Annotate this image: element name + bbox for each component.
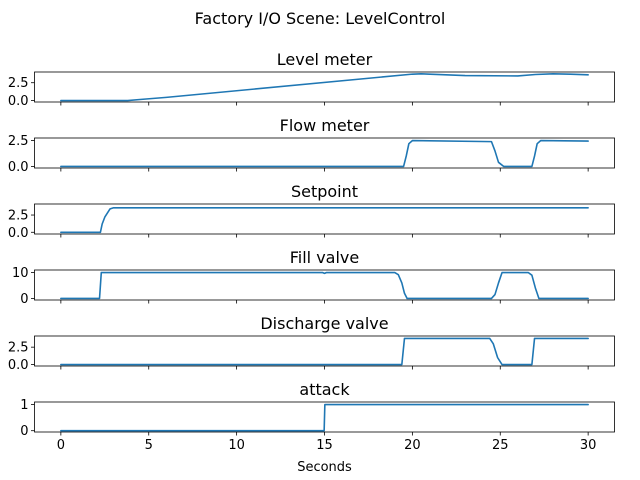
y-tick-label: 2.5 bbox=[8, 76, 29, 91]
x-tick-label: 25 bbox=[492, 438, 509, 453]
y-tick-label: 0 bbox=[20, 292, 28, 307]
y-tick-label: 10 bbox=[12, 266, 29, 281]
x-axis-label: Seconds bbox=[297, 460, 352, 475]
figure-title: Factory I/O Scene: LevelControl bbox=[195, 9, 446, 28]
subplot-title: Discharge valve bbox=[260, 314, 388, 333]
series-line bbox=[60, 271, 589, 300]
series-line bbox=[60, 337, 589, 366]
subplot-title: Setpoint bbox=[291, 182, 358, 201]
y-tick-label: 0.0 bbox=[8, 358, 29, 373]
subplot-title: Flow meter bbox=[280, 116, 370, 135]
x-tick-label: 10 bbox=[228, 438, 245, 453]
y-tick-label: 2.5 bbox=[8, 134, 29, 149]
subplot-2: Flow meter 0.0 2.5 bbox=[8, 116, 615, 175]
subplot-title: Level meter bbox=[277, 50, 373, 69]
subplot-5: Discharge valve 0.0 2.5 bbox=[8, 314, 615, 373]
y-tick-label: 0 bbox=[20, 424, 28, 439]
subplot-1: Level meter 0.0 2.5 bbox=[8, 50, 615, 109]
x-tick-label: 0 bbox=[57, 438, 65, 453]
y-tick-label: 0.0 bbox=[8, 160, 29, 175]
subplot-title: Fill valve bbox=[290, 248, 360, 267]
y-tick-label: 2.5 bbox=[8, 209, 29, 224]
series-line bbox=[60, 72, 589, 102]
y-tick-label: 0.0 bbox=[8, 94, 29, 109]
y-tick-label: 1 bbox=[20, 398, 28, 413]
x-tick-label: 15 bbox=[316, 438, 333, 453]
x-tick-label: 20 bbox=[404, 438, 421, 453]
y-tick-label: 2.5 bbox=[8, 341, 29, 356]
x-tick-label: 30 bbox=[580, 438, 597, 453]
y-tick-label: 0.0 bbox=[8, 226, 29, 241]
series-line bbox=[60, 206, 589, 234]
subplot-3: Setpoint 0.0 2.5 bbox=[8, 182, 615, 241]
series-line bbox=[60, 403, 589, 432]
x-tick-label: 5 bbox=[145, 438, 153, 453]
series-line bbox=[60, 139, 589, 168]
subplot-4: Fill valve 0 10 bbox=[12, 248, 615, 307]
subplot-title: attack bbox=[299, 380, 350, 399]
